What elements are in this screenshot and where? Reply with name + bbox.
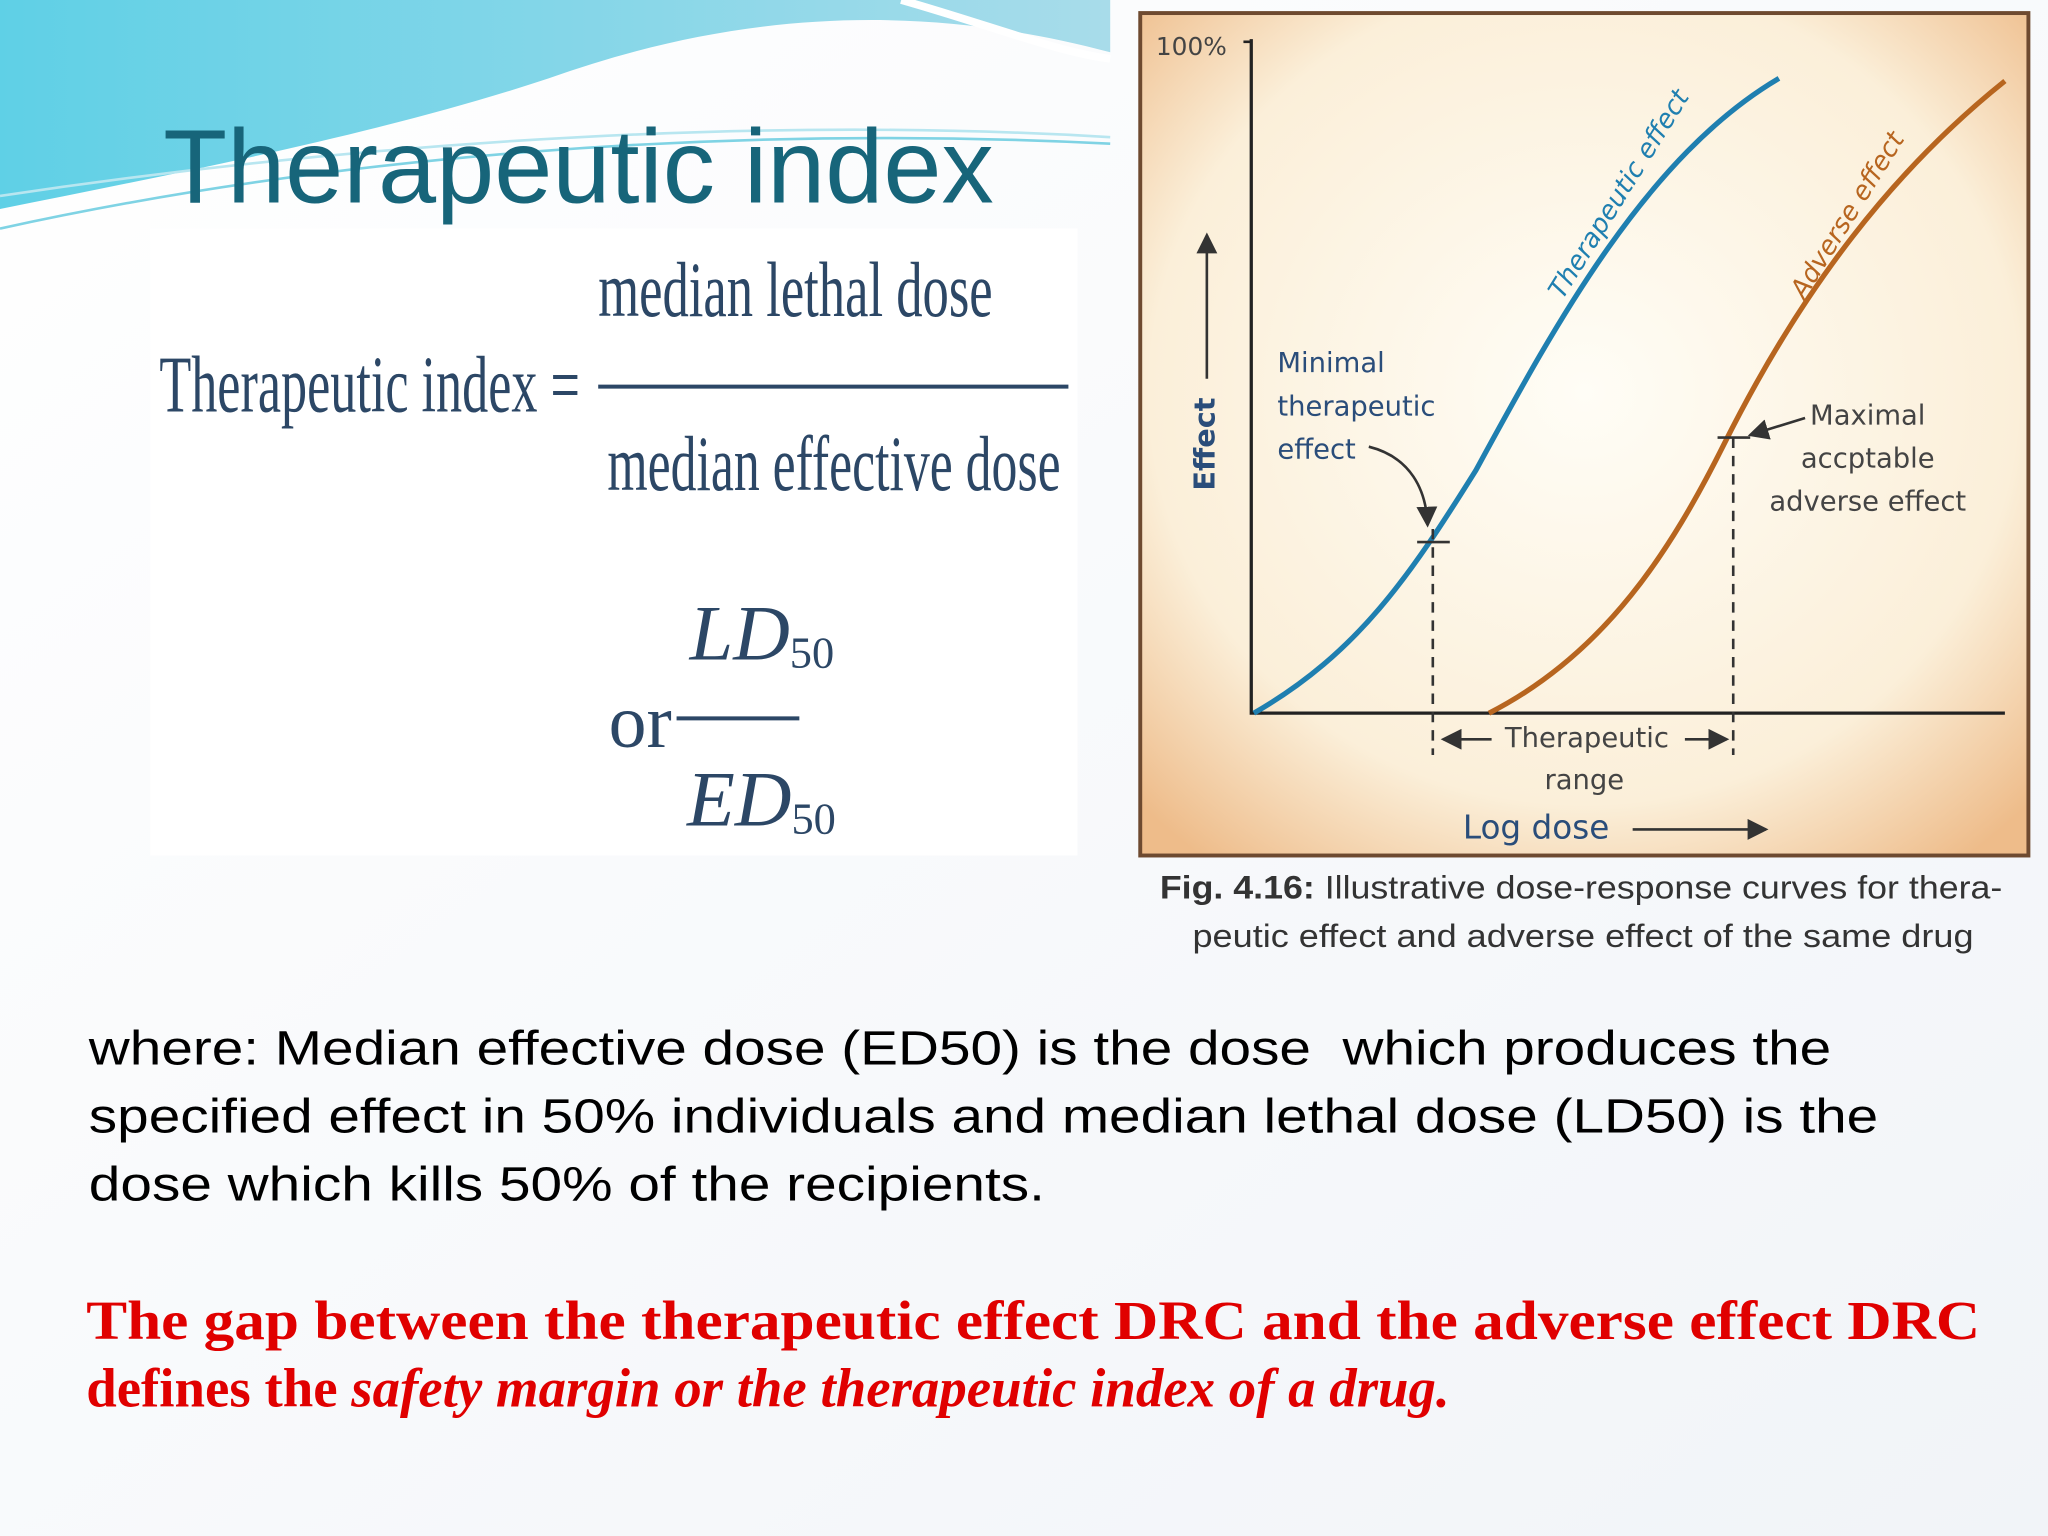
axes <box>1249 39 2005 715</box>
wave-line <box>0 128 1111 198</box>
wave-line <box>0 136 1111 230</box>
annotation-line: therapeutic <box>1277 391 1435 422</box>
range-label: range <box>1544 765 1624 796</box>
caption-line: Fig. 4.16: Illustrative dose-response cu… <box>1160 869 2002 906</box>
highlight-line: defines the safety margin or the therape… <box>86 1358 1450 1419</box>
annotation-line: effect <box>1277 434 1356 465</box>
annotation-line: Minimal <box>1277 348 1384 379</box>
ed-base: ED <box>686 755 791 842</box>
formula-ld: LD50 <box>689 590 835 678</box>
highlight-line: The gap between the therapeutic effect D… <box>86 1290 1980 1351</box>
formula: Therapeutic index = median lethal dose m… <box>159 246 1069 843</box>
annotation-line: accptable <box>1801 444 1935 475</box>
body-line: dose which kills 50% of the recipients. <box>89 1157 1045 1211</box>
header-wave <box>0 0 1111 209</box>
body-line: specified effect in 50% individuals and … <box>89 1089 1878 1143</box>
body-text: where: Median effective dose (ED50) is t… <box>88 1021 1879 1211</box>
caption-text: Illustrative dose-response curves for th… <box>1325 869 2003 906</box>
caption-line: peutic effect and adverse effect of the … <box>1192 917 1973 954</box>
formula-ed: ED50 <box>686 755 836 843</box>
highlight-text: The gap between the therapeutic effect D… <box>86 1290 1980 1419</box>
figure: 100% Effect Therapeutic effect Adverse e… <box>1138 11 2031 954</box>
formula-box <box>150 228 1078 856</box>
highlight-italic: safety margin or the therapeutic index o… <box>350 1358 1449 1419</box>
adverse-curve <box>1487 78 2007 716</box>
annotation-arrow <box>1747 416 1806 440</box>
caption-text <box>1315 869 1325 906</box>
y-max-label: 100% <box>1156 32 1227 61</box>
range-label: Therapeutic <box>1504 723 1669 754</box>
figure-frame <box>1138 11 2031 858</box>
wave-line <box>900 0 1111 63</box>
body-line: where: Median effective dose (ED50) is t… <box>88 1021 1832 1075</box>
caption-label: Fig. 4.16: <box>1160 869 1315 906</box>
ld-base: LD <box>689 590 790 677</box>
x-axis-label: Log dose <box>1463 809 1609 847</box>
formula-or: or <box>609 680 672 764</box>
y-axis-label: Effect <box>1188 397 1222 490</box>
annotation-line: adverse effect <box>1769 487 1966 518</box>
formula-lhs: Therapeutic index = <box>159 339 580 429</box>
highlight-normal: defines the <box>86 1358 351 1419</box>
formula-numerator: median lethal dose <box>598 246 992 333</box>
max-annotation: Maximal accptable adverse effect <box>1769 400 1966 517</box>
slide-title: Therapeutic index <box>163 108 993 225</box>
ld-sub: 50 <box>790 627 834 677</box>
annotation-line: Maximal <box>1810 400 1925 431</box>
min-annotation: Minimal therapeutic effect <box>1277 348 1435 465</box>
therapeutic-curve <box>1252 76 1781 716</box>
annotation-arrow <box>1368 445 1438 528</box>
ed-sub: 50 <box>791 793 835 843</box>
formula-denominator: median effective dose <box>607 420 1060 507</box>
